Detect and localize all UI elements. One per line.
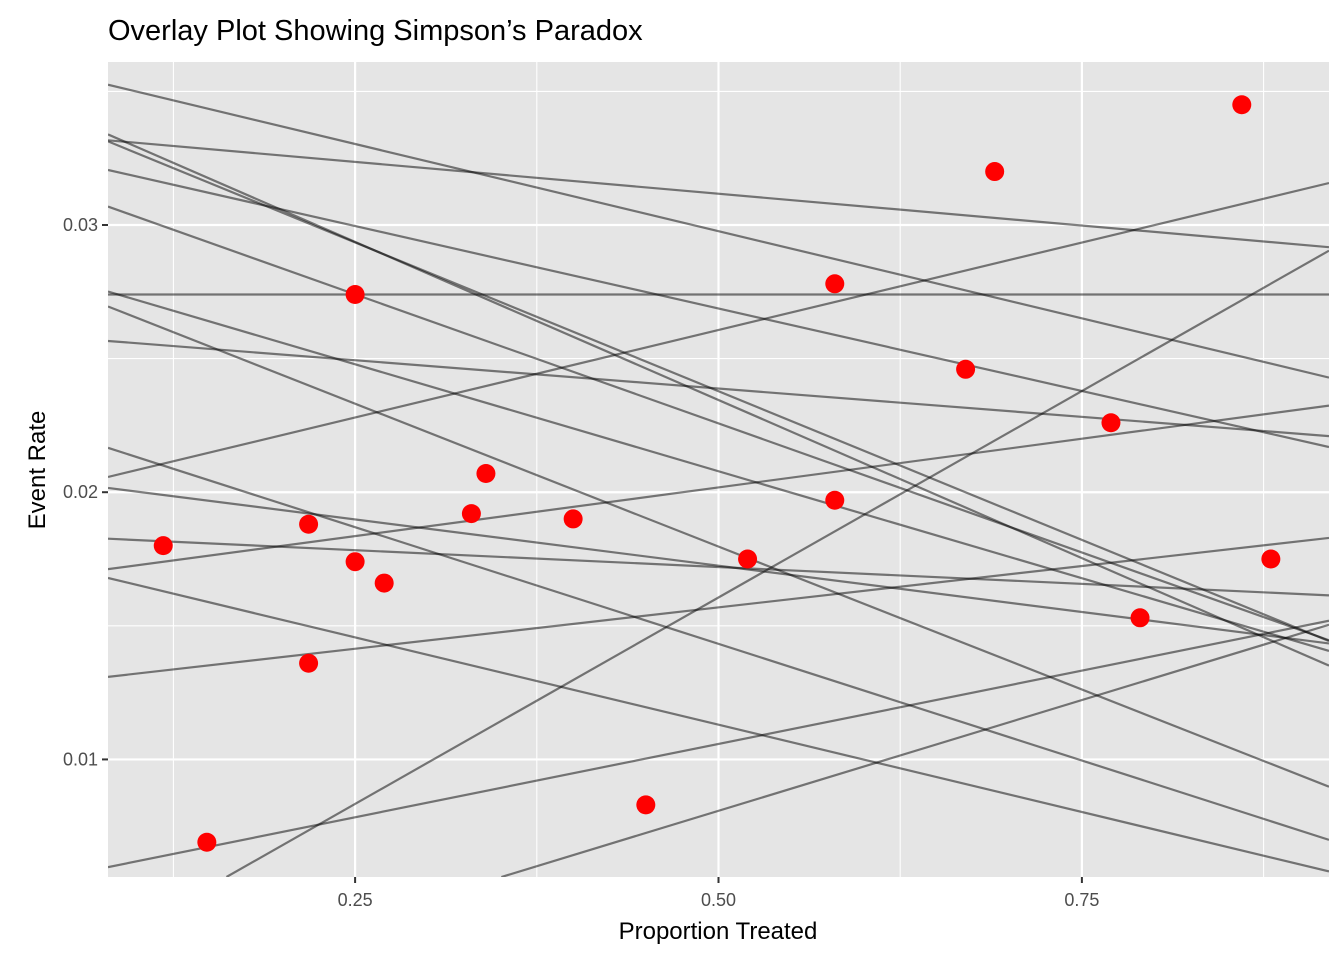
data-point [1101, 413, 1121, 433]
data-point [825, 490, 845, 510]
data-point [476, 464, 496, 484]
data-points [153, 95, 1281, 852]
data-point [956, 359, 976, 379]
regression-line [108, 404, 1329, 571]
regression-line [108, 446, 1329, 841]
data-point [197, 832, 217, 852]
data-point [299, 514, 319, 534]
regression-line [108, 139, 1329, 249]
data-point [738, 549, 758, 569]
data-point [1130, 608, 1150, 628]
data-point [985, 162, 1005, 182]
regression-line [108, 168, 1329, 449]
regression-line [108, 205, 1329, 642]
data-point [636, 795, 656, 815]
data-point [345, 284, 365, 304]
data-point [1232, 95, 1252, 115]
regression-line [108, 537, 1329, 597]
regression-line [108, 83, 1329, 379]
data-point [374, 573, 394, 593]
y-tick-label: 0.01 [63, 749, 98, 769]
regression-line [108, 536, 1329, 678]
y-axis-title: Event Rate [24, 411, 51, 530]
y-axis: 0.01 0.02 0.03 [63, 215, 108, 769]
x-axis-title: Proportion Treated [619, 918, 818, 945]
y-tick-label: 0.02 [63, 482, 98, 502]
data-point [563, 509, 583, 529]
regression-line [501, 623, 1329, 877]
chart-title: Overlay Plot Showing Simpson’s Paradox [108, 15, 643, 47]
y-tick-label: 0.03 [63, 215, 98, 235]
x-tick-label: 0.25 [338, 890, 373, 910]
regression-line [108, 619, 1329, 869]
regression-line [108, 290, 1329, 652]
x-axis: 0.25 0.50 0.75 [338, 877, 1099, 910]
data-point [153, 536, 173, 556]
x-tick-label: 0.75 [1064, 890, 1099, 910]
data-point [1261, 549, 1281, 569]
regression-line [108, 305, 1329, 788]
regression-line [108, 576, 1329, 873]
regression-line [108, 181, 1329, 479]
data-point [825, 274, 845, 294]
regression-lines [108, 83, 1329, 877]
data-point [345, 552, 365, 572]
major-gridlines [108, 62, 1329, 877]
data-point [299, 653, 319, 673]
data-point [461, 504, 481, 524]
x-tick-label: 0.50 [701, 890, 736, 910]
regression-line [108, 140, 1329, 643]
regression-line [225, 249, 1329, 877]
regression-line [108, 339, 1329, 438]
regression-line [108, 133, 1329, 667]
